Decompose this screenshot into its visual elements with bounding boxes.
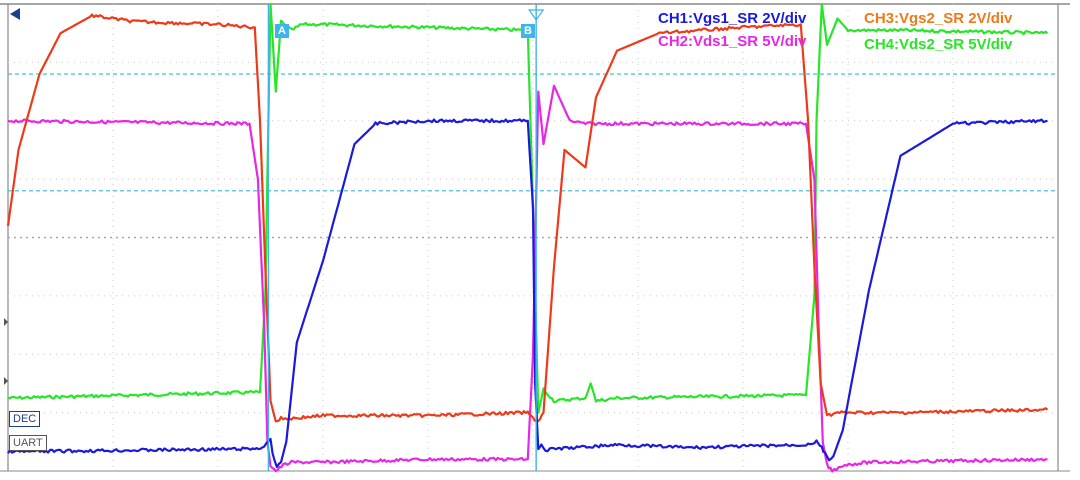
legend-ch4: CH4:Vds2_SR 5V/div [864, 36, 1013, 53]
legend-ch3: CH3:Vgs2_SR 2V/div [864, 10, 1013, 27]
trigger-marker-icon [10, 8, 20, 20]
channel-marker-icon [4, 377, 8, 385]
channel-marker-icon [4, 318, 8, 326]
legend-ch2: CH2:Vds1_SR 5V/div [658, 33, 807, 50]
trace-ch3 [6, 13, 1049, 423]
dec-tag: DEC [9, 411, 41, 427]
uart-tag: UART [9, 435, 47, 451]
grid [8, 4, 1058, 471]
cursor-b-label[interactable]: B [521, 24, 535, 38]
trace-ch2 [7, 84, 1048, 473]
traces [6, 2, 1049, 473]
trace-ch1 [7, 118, 1048, 468]
cursor-a-label[interactable]: A [275, 24, 289, 38]
cursors [267, 4, 545, 471]
legend-ch1: CH1:Vgs1_SR 2V/div [658, 10, 807, 27]
trace-ch4 [7, 2, 1049, 414]
cursor-b-marker-icon [527, 9, 545, 22]
